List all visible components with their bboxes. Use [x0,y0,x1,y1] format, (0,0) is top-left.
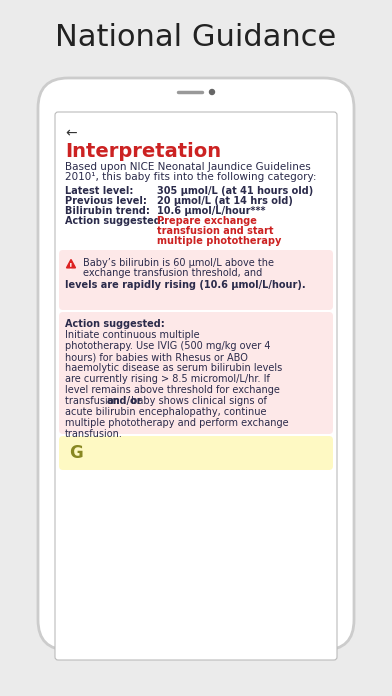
Text: level remains above threshold for exchange: level remains above threshold for exchan… [65,385,280,395]
Text: transfusion.: transfusion. [65,429,123,439]
Text: Initiate continuous multiple: Initiate continuous multiple [65,330,200,340]
Text: 2010¹, this baby fits into the following category:: 2010¹, this baby fits into the following… [65,172,316,182]
Circle shape [209,90,214,95]
Text: baby shows clinical signs of: baby shows clinical signs of [128,396,267,406]
Text: levels are rapidly rising (10.6 μmol/L/hour).: levels are rapidly rising (10.6 μmol/L/h… [65,280,306,290]
FancyBboxPatch shape [55,112,337,660]
Text: hours) for babies with Rhesus or ABO: hours) for babies with Rhesus or ABO [65,352,248,362]
FancyBboxPatch shape [38,78,354,650]
Text: transfusion and start: transfusion and start [157,226,274,236]
Text: Baby’s bilirubin is 60 μmol/L above the: Baby’s bilirubin is 60 μmol/L above the [83,258,274,268]
Text: National Guidance: National Guidance [55,24,337,52]
FancyBboxPatch shape [59,250,333,310]
Polygon shape [67,260,76,268]
Text: 20 μmol/L (at 14 hrs old): 20 μmol/L (at 14 hrs old) [157,196,293,206]
Text: haemolytic disease as serum bilirubin levels: haemolytic disease as serum bilirubin le… [65,363,282,373]
Text: 10.6 μmol/L/hour***: 10.6 μmol/L/hour*** [157,206,265,216]
Text: multiple phototherapy: multiple phototherapy [157,236,281,246]
Text: Previous level:: Previous level: [65,196,147,206]
Text: multiple phototherapy and perform exchange: multiple phototherapy and perform exchan… [65,418,289,428]
Text: G: G [69,444,83,462]
Text: exchange transfusion threshold, and: exchange transfusion threshold, and [83,268,262,278]
Text: Prepare exchange: Prepare exchange [157,216,257,226]
Text: 305 μmol/L (at 41 hours old): 305 μmol/L (at 41 hours old) [157,186,313,196]
Text: Latest level:: Latest level: [65,186,133,196]
Text: acute bilirubin encephalopathy, continue: acute bilirubin encephalopathy, continue [65,407,267,417]
Text: ←: ← [65,126,76,140]
Text: and/or: and/or [107,396,143,406]
Text: are currently rising > 8.5 micromol/L/hr. If: are currently rising > 8.5 micromol/L/hr… [65,374,270,384]
FancyBboxPatch shape [59,436,333,470]
Text: Action suggested:: Action suggested: [65,216,165,226]
FancyBboxPatch shape [59,312,333,434]
Text: Based upon NICE Neonatal Jaundice Guidelines: Based upon NICE Neonatal Jaundice Guidel… [65,162,311,172]
Text: !: ! [69,262,73,271]
Text: transfusion: transfusion [65,396,123,406]
Text: Action suggested:: Action suggested: [65,319,165,329]
Text: Interpretation: Interpretation [65,142,221,161]
Text: Bilirubin trend:: Bilirubin trend: [65,206,150,216]
Text: phototherapy. Use IVIG (500 mg/kg over 4: phototherapy. Use IVIG (500 mg/kg over 4 [65,341,270,351]
